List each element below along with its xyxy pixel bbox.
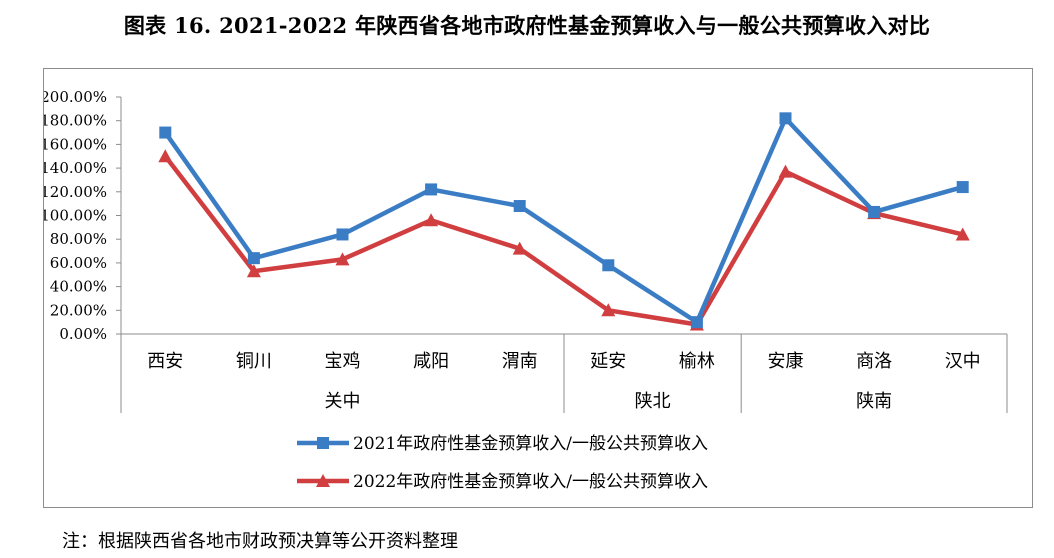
y-tick-label: 180.00% <box>44 112 107 130</box>
x-group-labels: 关中 陕北 陕南 <box>325 391 893 412</box>
triangle-marker <box>335 252 350 266</box>
series-line <box>163 154 964 327</box>
square-marker <box>317 437 329 449</box>
x-category-label: 汉中 <box>945 351 981 372</box>
triangle-marker <box>316 474 330 487</box>
line-chart: 0.00% 20.00% 40.00% 60.00% 80.00% 100.00% 120.… <box>44 88 1008 492</box>
source-note: 注：根据陕西省各地市财政预决算等公开资料整理 <box>62 531 458 552</box>
x-category-label: 商洛 <box>856 351 892 372</box>
y-tick-label: 100.00% <box>44 207 107 225</box>
y-tick-label: 80.00% <box>50 230 107 248</box>
square-marker <box>690 316 703 329</box>
x-category-label: 渭南 <box>502 351 538 372</box>
x-group-label: 关中 <box>325 391 361 412</box>
x-category-label: 铜川 <box>236 351 272 372</box>
series-line <box>163 116 964 325</box>
chart-frame: 0.00% 20.00% 40.00% 60.00% 80.00% 100.00% 120.… <box>43 68 1033 508</box>
legend-label: 2022年政府性基金预算收入/一般公共预算收入 <box>353 472 708 492</box>
y-tick-label: 60.00% <box>50 254 107 272</box>
legend: 2021年政府性基金预算收入/一般公共预算收入 2022年政府性基金预算收入/一般… <box>297 434 708 492</box>
square-marker <box>425 183 438 196</box>
y-tick-label: 160.00% <box>44 135 107 153</box>
triangle-marker <box>158 149 173 163</box>
x-category-label: 宝鸡 <box>325 351 361 372</box>
square-marker <box>247 252 260 265</box>
y-tick-label: 40.00% <box>50 278 107 296</box>
chart-title: 图表 16. 2021-2022 年陕西省各地市政府性基金预算收入与一般公共预算… <box>123 13 931 38</box>
triangle-marker <box>512 241 527 255</box>
chart-axes <box>116 96 1008 413</box>
square-marker <box>868 205 881 218</box>
square-marker <box>602 259 615 272</box>
y-tick-labels: 0.00% 20.00% 40.00% 60.00% 80.00% 100.00% 120.… <box>44 88 107 343</box>
square-marker <box>956 181 969 194</box>
y-tick-label: 140.00% <box>44 159 107 177</box>
square-marker <box>513 200 526 213</box>
x-category-label: 西安 <box>147 351 183 372</box>
y-tick-label: 200.00% <box>44 88 107 106</box>
square-marker <box>336 228 349 241</box>
x-category-label: 咸阳 <box>413 351 449 372</box>
x-category-labels: 西安 铜川 宝鸡 咸阳 渭南 延安 榆林 安康 商洛 汉中 <box>147 351 980 372</box>
square-marker <box>159 126 172 139</box>
x-category-label: 延安 <box>590 351 626 372</box>
y-tick-label: 0.00% <box>59 325 107 343</box>
x-category-label: 安康 <box>768 351 804 372</box>
triangle-marker <box>955 227 970 241</box>
triangle-marker <box>778 164 793 178</box>
legend-label: 2021年政府性基金预算收入/一般公共预算收入 <box>353 434 708 454</box>
x-category-label: 榆林 <box>679 351 715 372</box>
triangle-marker <box>246 264 261 278</box>
y-tick-label: 120.00% <box>44 183 107 201</box>
triangle-marker <box>424 213 439 227</box>
x-group-label: 陕北 <box>635 391 671 412</box>
triangle-marker <box>601 303 616 317</box>
x-group-label: 陕南 <box>856 391 892 412</box>
series-lines <box>158 112 970 331</box>
y-tick-label: 20.00% <box>50 301 107 319</box>
square-marker <box>779 112 792 125</box>
